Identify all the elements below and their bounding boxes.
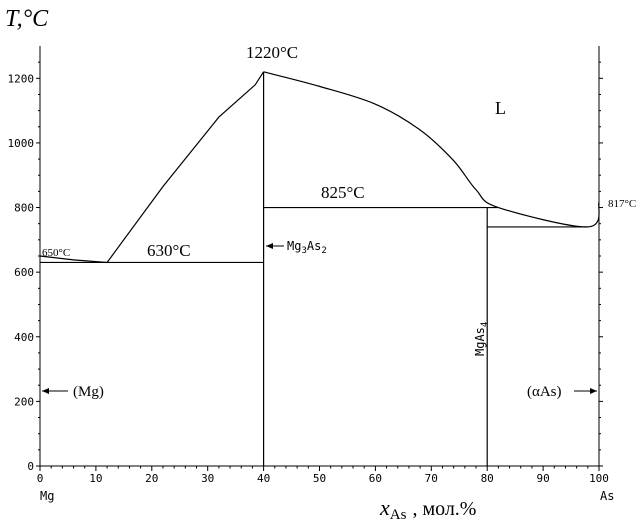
axis-ticks — [36, 61, 603, 471]
axes — [39, 46, 600, 467]
y-tick-label: 800 — [14, 202, 34, 215]
solid-as-text: (αAs) — [527, 384, 562, 400]
arrowhead-mg3as2 — [266, 243, 273, 249]
label-melt-as: 817°C — [608, 198, 636, 210]
solid-mg-text: (Mg) — [73, 384, 104, 400]
compound-mg3as2-text: Mg3As2 — [287, 239, 327, 256]
x-tick-label: 0 — [37, 472, 44, 485]
y-tick-label: 600 — [14, 266, 34, 279]
x-axis-label: xAs , мол.% — [379, 495, 476, 523]
compound-mgas4-text: MgAs4 — [473, 322, 490, 356]
label-solid-as: (αAs) — [527, 384, 597, 400]
x-tick-label: 90 — [536, 472, 549, 485]
tick-labels: 0 10 20 30 40 50 60 70 80 90 100020040060080010001… — [8, 72, 609, 485]
x-tick-label: 20 — [145, 472, 158, 485]
x-tick-label: 40 — [257, 472, 270, 485]
y-tick-label: 1200 — [8, 72, 35, 85]
y-tick-label: 1000 — [8, 137, 35, 150]
x-axis-unit: , мол.% — [412, 498, 476, 520]
arrowhead-solid-as — [590, 388, 597, 394]
label-mg3as2: Mg3As2 — [266, 239, 327, 256]
liquidus-left — [39, 71, 265, 264]
x-tick-label: 80 — [481, 472, 494, 485]
left-component-label: Mg — [40, 489, 54, 503]
x-tick-label: 30 — [201, 472, 214, 485]
label-solid-mg: (Mg) — [42, 384, 104, 400]
y-tick-label: 0 — [27, 460, 34, 473]
y-axis-label: T,°C — [5, 6, 49, 32]
x-tick-label: 50 — [313, 472, 326, 485]
x-tick-label: 60 — [369, 472, 382, 485]
label-eutectic-825: 825°C — [321, 183, 365, 202]
x-axis-symbol: x — [379, 495, 390, 520]
y-tick-label: 200 — [14, 395, 34, 408]
label-eutectic-630: 630°C — [147, 241, 191, 260]
x-tick-label: 100 — [589, 472, 609, 485]
x-tick-label: 70 — [425, 472, 438, 485]
phase-curves — [39, 71, 600, 466]
label-congruent-1220: 1220°C — [246, 43, 298, 62]
x-tick-label: 10 — [89, 472, 102, 485]
arrowhead-solid-mg — [42, 388, 49, 394]
right-component-label: As — [600, 489, 614, 503]
y-tick-label: 400 — [14, 331, 34, 344]
liquidus-right — [263, 71, 600, 228]
x-axis-subscript: As — [390, 507, 407, 523]
label-melt-mg: 650°C — [42, 247, 70, 259]
label-liquid: L — [495, 98, 506, 118]
